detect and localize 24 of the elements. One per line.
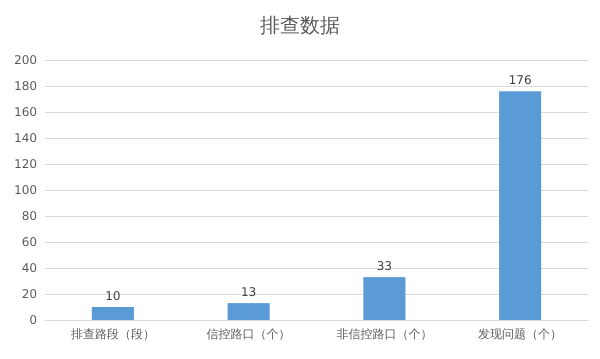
- y-tick-label: 60: [22, 235, 37, 249]
- bar: [499, 91, 542, 320]
- bar: [92, 307, 134, 320]
- y-tick-label: 160: [14, 105, 37, 119]
- bar: [363, 277, 406, 320]
- y-tick-label: 20: [22, 287, 37, 301]
- chart-title: 排查数据: [260, 13, 340, 37]
- y-tick-label: 200: [14, 53, 37, 67]
- y-tick-label: 140: [14, 131, 37, 145]
- data-label: 13: [240, 285, 256, 300]
- y-tick-label: 40: [22, 261, 37, 275]
- y-tick-label: 0: [29, 313, 37, 327]
- x-tick-label: 非信控路口（个）: [336, 327, 432, 341]
- x-tick-label: 发现问题（个）: [478, 327, 562, 341]
- x-tick-label: 排查路段（段）: [70, 327, 155, 341]
- y-tick-label: 180: [14, 79, 37, 93]
- y-tick-label: 100: [14, 183, 37, 197]
- y-tick-label: 120: [14, 157, 37, 171]
- data-label: 33: [376, 259, 392, 274]
- data-label: 10: [105, 289, 121, 303]
- x-tick-label: 信控路口（个）: [206, 327, 291, 341]
- bar: [228, 303, 270, 320]
- data-label: 176: [508, 73, 532, 88]
- y-tick-label: 80: [22, 209, 37, 223]
